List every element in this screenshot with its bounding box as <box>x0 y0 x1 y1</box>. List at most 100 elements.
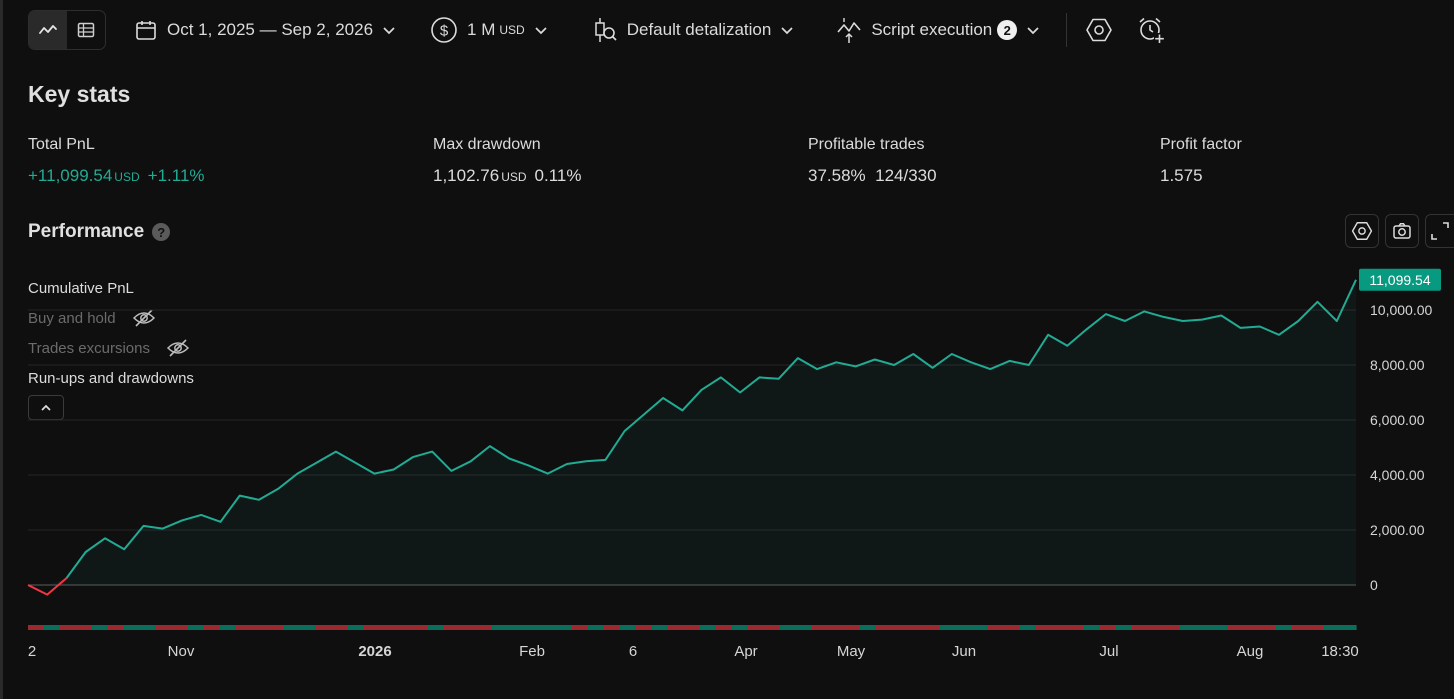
trade-outcome-segment <box>284 625 301 630</box>
max-drawdown-value: 1,102.76 <box>433 166 500 185</box>
x-tick-label: Jun <box>952 643 976 660</box>
y-tick-label: 2,000.00 <box>1370 522 1425 538</box>
chart-settings-button[interactable] <box>1345 214 1379 248</box>
x-tick-label: May <box>837 643 866 660</box>
legend-label: Run-ups and drawdowns <box>28 369 194 387</box>
legend-trades-excursions[interactable]: Trades excursions <box>28 333 194 363</box>
stat-profit-factor: Profit factor 1.575 <box>1160 136 1242 186</box>
add-alert-button[interactable] <box>1131 10 1171 50</box>
stat-label: Total PnL <box>28 136 95 153</box>
trade-outcome-segment <box>684 625 701 630</box>
trade-outcome-segment <box>316 625 333 630</box>
trade-outcome-segment <box>1084 625 1101 630</box>
initial-capital-selector[interactable]: $ 1 M USD <box>426 10 552 50</box>
date-range-selector[interactable]: Oct 1, 2025 — Sep 2, 2026 <box>130 10 400 50</box>
stat-value: +11,099.54 USD +1.11% <box>28 166 205 186</box>
legend-cumulative-pnl[interactable]: Cumulative PnL <box>28 273 194 303</box>
legend-label: Cumulative PnL <box>28 279 134 297</box>
script-execution-selector[interactable]: Script execution 2 <box>832 10 1044 50</box>
settings-button[interactable] <box>1079 10 1119 50</box>
trade-outcome-segment <box>604 625 621 630</box>
candle-search-icon <box>594 18 617 42</box>
eye-crossed-icon[interactable] <box>132 308 156 328</box>
trade-outcome-segment <box>764 625 781 630</box>
stat-max-drawdown: Max drawdown 1,102.76 USD 0.11% <box>433 136 581 186</box>
fullscreen-button[interactable] <box>1425 214 1454 248</box>
x-tick-label: Nov <box>168 643 195 660</box>
max-drawdown-unit: USD <box>501 170 527 184</box>
trade-outcome-segment <box>380 625 397 630</box>
total-pnl-unit: USD <box>114 170 140 184</box>
settings-hexagon-icon <box>1351 222 1373 240</box>
profitable-ratio: 124/330 <box>875 166 937 185</box>
legend-label: Buy and hold <box>28 309 116 327</box>
x-tick-label: 18:30 <box>1321 643 1359 660</box>
performance-header: Performance ? <box>28 221 171 243</box>
trade-outcome-segment <box>636 625 653 630</box>
x-tick-label: 2026 <box>358 643 391 660</box>
legend-label: Trades excursions <box>28 339 150 357</box>
trade-outcome-segment <box>828 625 845 630</box>
last-value-label: 11,099.54 <box>1369 272 1430 288</box>
stat-value: 37.58% 124/330 <box>808 166 937 186</box>
trade-outcome-segment <box>172 625 189 630</box>
eye-crossed-icon[interactable] <box>166 338 190 358</box>
trade-outcome-segment <box>940 625 957 630</box>
max-drawdown-percent: 0.11% <box>534 166 582 185</box>
trade-outcome-segment <box>1052 625 1069 630</box>
trade-outcome-segment <box>1196 625 1213 630</box>
y-tick-label: 0 <box>1370 577 1378 593</box>
trade-outcome-segment <box>1068 625 1085 630</box>
trade-outcome-segment <box>300 625 317 630</box>
trade-outcome-segment <box>556 625 573 630</box>
trade-outcome-segment <box>412 625 429 630</box>
chart-view-button[interactable] <box>29 11 67 49</box>
trade-outcome-segment <box>1340 625 1357 630</box>
trade-outcome-segment <box>108 625 125 630</box>
toolbar-divider <box>1066 13 1068 47</box>
profit-factor-value: 1.575 <box>1160 166 1203 185</box>
trade-outcome-segment <box>428 625 445 630</box>
trade-outcome-segment <box>1100 625 1117 630</box>
pnl-line-negative <box>27 577 68 596</box>
trade-outcome-segment <box>92 625 109 630</box>
table-view-button[interactable] <box>67 11 105 49</box>
trade-outcome-segment <box>588 625 605 630</box>
stat-value: 1.575 <box>1160 166 1242 186</box>
date-range-label: Oct 1, 2025 — Sep 2, 2026 <box>167 20 374 39</box>
trade-outcome-segment <box>1020 625 1037 630</box>
legend-buy-and-hold[interactable]: Buy and hold <box>28 303 194 333</box>
view-toggle <box>28 10 106 50</box>
screenshot-button[interactable] <box>1385 214 1419 248</box>
trade-outcome-segment <box>60 625 77 630</box>
trade-outcome-segment <box>236 625 253 630</box>
trade-outcome-segment <box>1004 625 1021 630</box>
trade-outcome-segment <box>332 625 349 630</box>
legend-runups-drawdowns[interactable]: Run-ups and drawdowns <box>28 363 194 393</box>
trade-outcome-segment <box>44 625 61 630</box>
trade-outcome-segment <box>1212 625 1229 630</box>
help-icon[interactable]: ? <box>152 223 171 241</box>
trade-outcome-segment <box>988 625 1005 630</box>
trade-outcome-segment <box>268 625 285 630</box>
trade-outcome-segment <box>188 625 205 630</box>
camera-icon <box>1393 223 1411 239</box>
window-frame-edge <box>0 0 3 699</box>
trade-outcome-segment <box>1308 625 1325 630</box>
trade-outcome-segment <box>524 625 541 630</box>
x-tick-label: 6 <box>629 643 637 660</box>
y-tick-label: 4,000.00 <box>1370 467 1425 483</box>
trade-outcome-segment <box>620 625 637 630</box>
x-tick-label: Jul <box>1099 643 1118 660</box>
trade-outcome-segment <box>124 625 141 630</box>
trade-outcome-segment <box>1164 625 1181 630</box>
chart-tools <box>1345 214 1454 248</box>
trade-outcome-segment <box>572 625 589 630</box>
trade-outcome-segment <box>508 625 525 630</box>
detalization-selector[interactable]: Default detalization <box>588 10 799 50</box>
trade-outcome-segment <box>540 625 557 630</box>
trade-outcome-segment <box>860 625 877 630</box>
trade-outcome-segment <box>1324 625 1341 630</box>
trade-outcome-segment <box>1292 625 1309 630</box>
